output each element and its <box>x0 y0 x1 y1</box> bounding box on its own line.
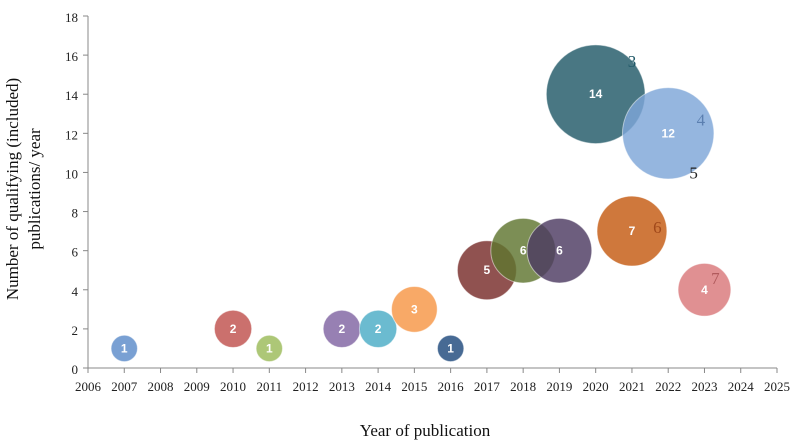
x-tick-label: 2008 <box>148 379 174 394</box>
y-tick-label: 18 <box>65 10 78 25</box>
bubble-2010 <box>213 309 253 349</box>
x-tick-label: 2009 <box>184 379 210 394</box>
bubble-label-2010: 2 <box>230 322 237 336</box>
y-tick-label: 6 <box>72 245 79 260</box>
y-tick-label: 2 <box>72 323 79 338</box>
bubble-label-2011: 1 <box>266 341 273 355</box>
bubble-2014 <box>358 309 398 349</box>
y-tick-label: 14 <box>65 88 79 103</box>
bubble-label-2022: 12 <box>662 126 676 140</box>
y-tick-label: 8 <box>72 206 79 221</box>
y-tick-label: 10 <box>65 166 78 181</box>
annotation-label: 4 <box>697 111 706 130</box>
x-tick-label: 2021 <box>619 379 645 394</box>
bubble-2011 <box>255 334 284 363</box>
bubble-2016 <box>436 334 465 363</box>
x-tick-label: 2018 <box>510 379 536 394</box>
y-tick-label: 12 <box>65 127 78 142</box>
y-tick-label: 16 <box>65 49 79 64</box>
bubble-label-2023: 4 <box>701 283 708 297</box>
x-axis-title: Year of publication <box>360 421 491 440</box>
x-tick-label: 2007 <box>111 379 138 394</box>
y-axis-title: Number of qualifying (included) publicat… <box>3 78 44 300</box>
bubble-label-2015: 3 <box>411 302 418 316</box>
bubble-label-2013: 2 <box>338 322 345 336</box>
y-tick-label: 0 <box>72 362 79 377</box>
x-tick-label: 2024 <box>728 379 755 394</box>
bubble-2015 <box>391 285 438 333</box>
x-tick-label: 2006 <box>75 379 102 394</box>
x-tick-label: 2011 <box>257 379 283 394</box>
annotation-label: 5 <box>689 163 698 182</box>
bubble-2019 <box>526 217 593 284</box>
x-tick-label: 2017 <box>474 379 501 394</box>
x-tick-label: 2023 <box>691 379 717 394</box>
bubble-label-2020: 14 <box>589 87 603 101</box>
bubble-label-2007: 1 <box>121 341 128 355</box>
x-tick-label: 2025 <box>764 379 790 394</box>
x-tick-label: 2022 <box>655 379 681 394</box>
x-tick-label: 2012 <box>293 379 319 394</box>
bubble-label-2018: 6 <box>520 244 527 258</box>
x-tick-label: 2020 <box>583 379 609 394</box>
annotation-label: 6 <box>653 218 662 237</box>
bubble-2022 <box>621 87 715 180</box>
annotations: 3 4 5 6 7 <box>628 52 720 288</box>
annotation-label: 3 <box>628 52 637 71</box>
x-tick-label: 2014 <box>365 379 392 394</box>
y-axis-title-line-1: Number of qualifying (included) <box>3 78 22 300</box>
bubble-2007 <box>110 334 138 363</box>
bubble-label-2021: 7 <box>629 224 636 238</box>
x-tick-label: 2019 <box>546 379 572 394</box>
x-tick-label: 2016 <box>438 379 465 394</box>
x-tick-label: 2010 <box>220 379 246 394</box>
bubble-label-2016: 1 <box>447 341 454 355</box>
bubble-label-2019: 6 <box>556 244 563 258</box>
annotation-label: 7 <box>711 269 720 288</box>
bubble-label-2017: 5 <box>484 263 491 277</box>
x-tick-label: 2015 <box>401 379 427 394</box>
x-tick-label: 2013 <box>329 379 355 394</box>
y-axis-title-line-2: publications/ year <box>25 128 44 250</box>
bubble-label-2014: 2 <box>375 322 382 336</box>
bubble-2023 <box>677 262 732 317</box>
y-tick-label: 4 <box>72 284 79 299</box>
bubble-2021 <box>596 195 668 267</box>
